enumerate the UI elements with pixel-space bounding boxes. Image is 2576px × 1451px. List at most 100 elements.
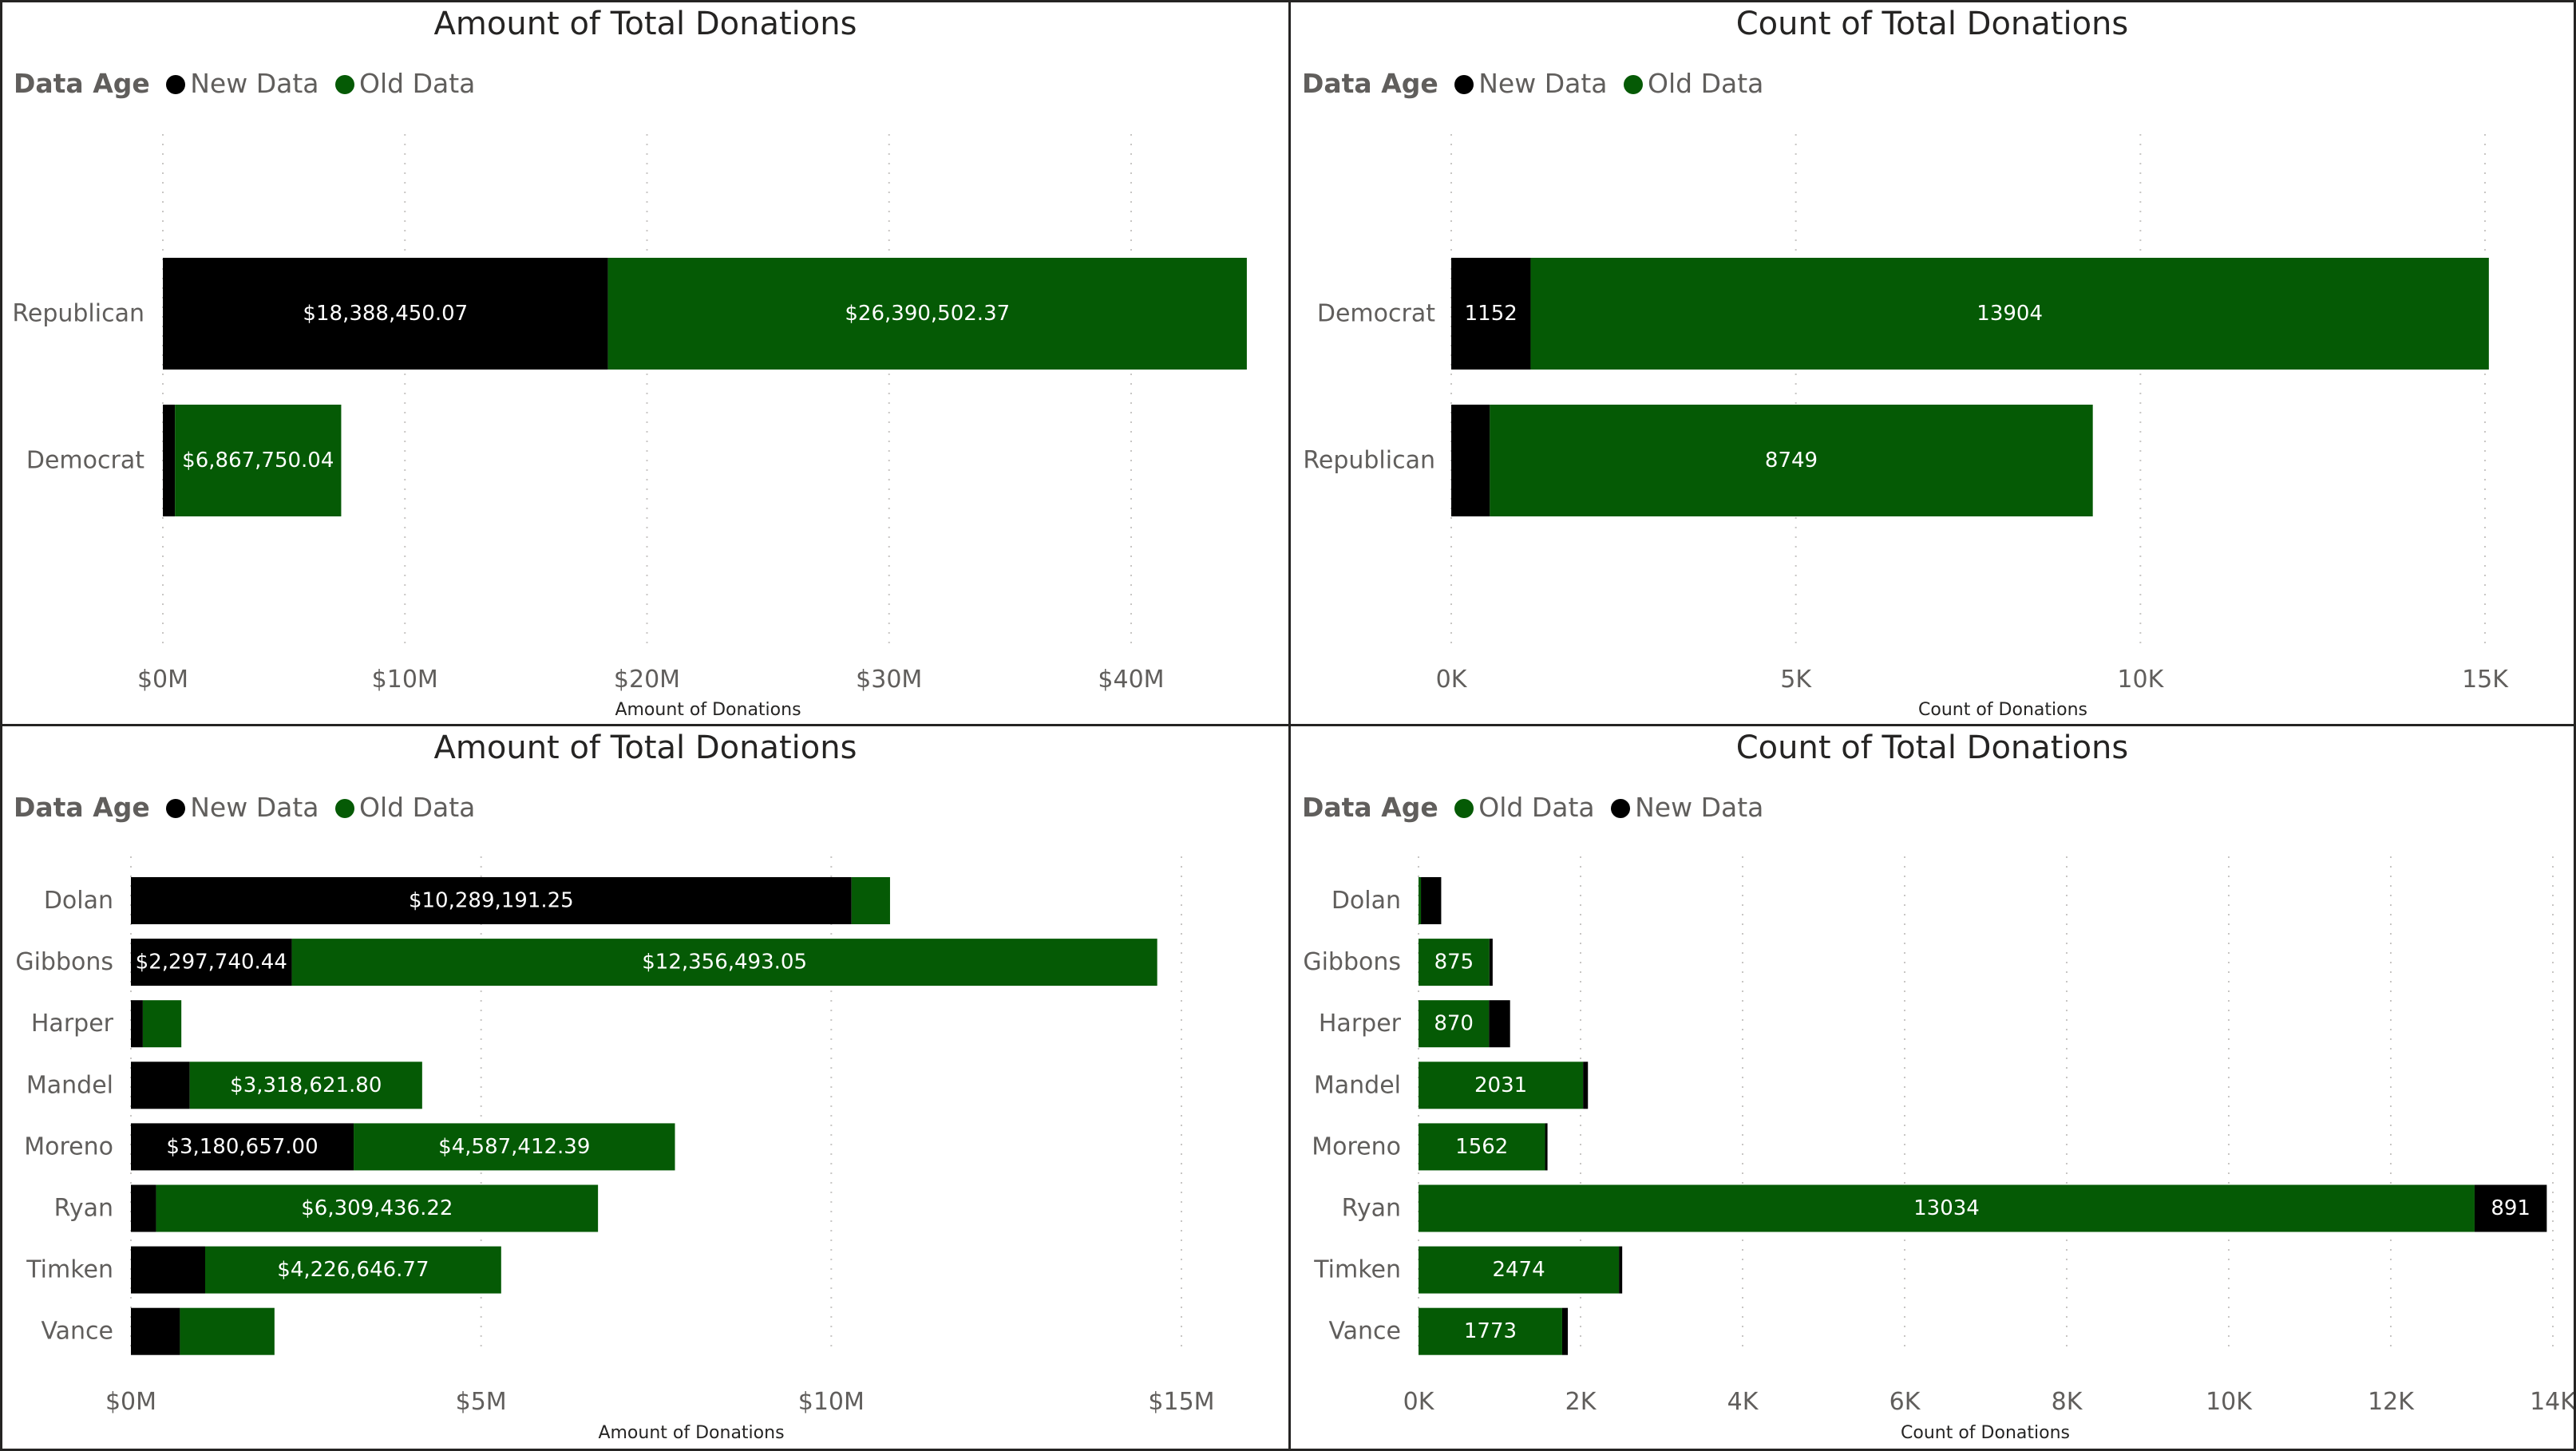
- x-axis-title: Count of Donations: [1918, 700, 2087, 720]
- legend-item-1[interactable]: New Data: [1454, 68, 1608, 99]
- legend-item-2[interactable]: New Data: [1611, 792, 1763, 823]
- x-tick-label: 15K: [2462, 666, 2509, 694]
- bar-segment[interactable]: [163, 405, 176, 516]
- x-tick-label: $0M: [137, 666, 188, 694]
- bar-segment[interactable]: [1419, 939, 1490, 986]
- bar-segment[interactable]: [1619, 1246, 1623, 1294]
- bar-segment[interactable]: [131, 1184, 156, 1232]
- data-label: $26,390,502.37: [845, 302, 1010, 326]
- legend: Data Age Old Data New Data: [1302, 792, 1771, 823]
- category-label: Republican: [1303, 447, 1435, 475]
- bar-segment[interactable]: [189, 1062, 422, 1109]
- x-tick-label: 10K: [2117, 666, 2164, 694]
- bar-segment[interactable]: [1419, 1000, 1490, 1048]
- bar-segment[interactable]: [204, 1246, 501, 1294]
- data-label: 891: [2491, 1196, 2530, 1220]
- legend-title: Data Age: [14, 68, 150, 99]
- bar-segment[interactable]: [1421, 877, 1442, 924]
- category-label: Ryan: [1342, 1195, 1401, 1223]
- data-label: 875: [1434, 951, 1474, 975]
- legend-item-1[interactable]: Old Data: [1454, 792, 1595, 823]
- bar-segment[interactable]: [131, 1062, 190, 1109]
- data-label: $12,356,493.05: [642, 951, 807, 975]
- bar-segment[interactable]: [1419, 1062, 1584, 1109]
- bar-segment[interactable]: [1451, 405, 1490, 516]
- bar-segment[interactable]: [131, 1307, 180, 1355]
- legend-swatch: [166, 799, 186, 818]
- legend-title: Data Age: [14, 792, 150, 823]
- bar-segment[interactable]: [1583, 1062, 1589, 1109]
- bar-segment[interactable]: [851, 877, 890, 924]
- legend-label: New Data: [190, 792, 319, 823]
- x-tick-label: 14K: [2530, 1388, 2574, 1416]
- data-label: $10,289,191.25: [409, 889, 574, 913]
- bar-segment[interactable]: [142, 1000, 182, 1048]
- bar-segment[interactable]: [1419, 1307, 1562, 1355]
- legend-label: Old Data: [1478, 792, 1595, 823]
- bar-segment[interactable]: [180, 1307, 275, 1355]
- category-label: Mandel: [26, 1071, 113, 1099]
- data-label: 2474: [1492, 1258, 1545, 1282]
- bar-segment[interactable]: [131, 877, 852, 924]
- data-label: $2,297,740.44: [136, 951, 287, 975]
- legend-item-2[interactable]: Old Data: [335, 792, 475, 823]
- chart-title: Amount of Total Donations: [433, 6, 857, 42]
- bar-segment[interactable]: [156, 1184, 599, 1232]
- x-tick-label: 10K: [2206, 1388, 2253, 1416]
- data-label: 1152: [1465, 302, 1518, 326]
- bar-segment[interactable]: [1530, 258, 2489, 370]
- legend-swatch: [335, 799, 355, 818]
- category-label: Vance: [41, 1318, 113, 1346]
- bar-segment[interactable]: [131, 1123, 354, 1171]
- bar-segment[interactable]: [607, 258, 1247, 370]
- bar-segment[interactable]: [131, 1000, 143, 1048]
- data-label: 8749: [1765, 449, 1818, 472]
- category-label: Republican: [12, 300, 144, 328]
- x-tick-label: $0M: [105, 1388, 156, 1416]
- bar-segment[interactable]: [2474, 1184, 2547, 1232]
- data-label: 1562: [1455, 1135, 1508, 1159]
- legend-swatch: [166, 75, 186, 94]
- legend-item-2[interactable]: Old Data: [335, 68, 475, 99]
- bar-segment[interactable]: [1489, 939, 1493, 986]
- legend-item-1[interactable]: New Data: [166, 68, 319, 99]
- bar-segment[interactable]: [131, 939, 292, 986]
- bar-segment[interactable]: [354, 1123, 675, 1171]
- legend-swatch: [335, 75, 355, 94]
- bar-segment[interactable]: [1545, 1123, 1548, 1171]
- legend: Data Age New Data Old Data: [14, 68, 483, 99]
- legend-label: New Data: [1635, 792, 1764, 823]
- x-tick-label: $40M: [1098, 666, 1164, 694]
- bar-segment[interactable]: [175, 405, 342, 516]
- bar-segment[interactable]: [1419, 1123, 1545, 1171]
- x-tick-label: $20M: [614, 666, 680, 694]
- x-tick-label: 12K: [2368, 1388, 2415, 1416]
- legend-swatch: [1454, 799, 1474, 818]
- data-label: 2031: [1474, 1073, 1527, 1097]
- x-axis-title: Amount of Donations: [615, 700, 801, 720]
- category-label: Gibbons: [15, 948, 113, 976]
- x-tick-label: 6K: [1889, 1388, 1921, 1416]
- bar-segment[interactable]: [163, 258, 608, 370]
- bar-segment[interactable]: [1419, 1246, 1620, 1294]
- legend-swatch: [1624, 75, 1644, 94]
- bar-segment[interactable]: [1489, 1000, 1510, 1048]
- x-tick-label: 5K: [1780, 666, 1812, 694]
- legend-item-1[interactable]: New Data: [166, 792, 319, 823]
- plot-area: 0K 5K 10K 15K Count of Donations Democrat 1152…: [1303, 134, 2509, 720]
- category-label: Timken: [26, 1256, 113, 1284]
- bar-segment[interactable]: [291, 939, 1157, 986]
- category-label: Dolan: [1332, 887, 1401, 915]
- bar-segment[interactable]: [131, 1246, 205, 1294]
- legend: Data Age New Data Old Data: [14, 792, 483, 823]
- legend-label: New Data: [1478, 68, 1608, 99]
- x-tick-label: $30M: [856, 666, 922, 694]
- bar-segment[interactable]: [1419, 1184, 2475, 1232]
- data-label: $6,867,750.04: [182, 449, 334, 472]
- bar-segment[interactable]: [1561, 1307, 1569, 1355]
- chart-title: Amount of Total Donations: [433, 729, 857, 766]
- bar-segment[interactable]: [1490, 405, 2093, 516]
- bar-segment[interactable]: [1451, 258, 1531, 370]
- legend-item-2[interactable]: Old Data: [1624, 68, 1763, 99]
- bar-segment[interactable]: [1419, 877, 1422, 924]
